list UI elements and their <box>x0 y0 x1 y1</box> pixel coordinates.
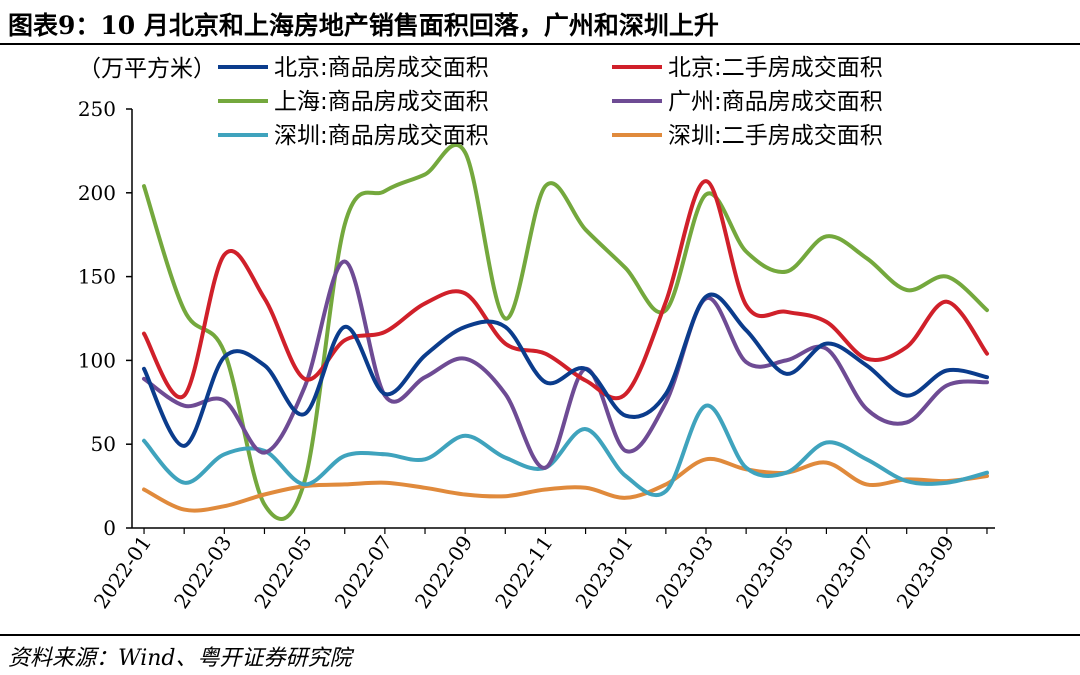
x-tick-label: 2023-03 <box>651 531 718 613</box>
x-tick-label: 2022-07 <box>330 531 397 613</box>
y-tick-label: 200 <box>78 181 116 205</box>
y-tick-label: 150 <box>78 265 116 289</box>
series-line-2 <box>142 179 989 401</box>
legend-label-3: 上海:商品房成交面积 <box>274 89 489 115</box>
legend-label-2: 北京:二手房成交面积 <box>668 55 883 81</box>
y-tick-label: 50 <box>91 432 116 456</box>
x-tick-label: 2022-01 <box>89 531 156 613</box>
x-tick-label: 2023-01 <box>570 531 637 613</box>
series-line-3 <box>142 143 989 521</box>
legend-label-5: 深圳:商品房成交面积 <box>274 123 489 149</box>
x-tick-label: 2022-03 <box>169 531 236 613</box>
y-tick-label: 100 <box>78 348 116 372</box>
figure-title: 图表9：10 月北京和上海房地产销售面积回落，广州和深圳上升 <box>8 11 719 40</box>
source-divider <box>0 634 1080 636</box>
series-line-6 <box>142 456 989 513</box>
title-divider <box>0 43 1080 45</box>
x-tick-label: 2023-05 <box>731 531 798 613</box>
x-tick-label: 2022-11 <box>490 531 557 613</box>
legend-label-4: 广州:商品房成交面积 <box>668 89 883 115</box>
series-line-4 <box>142 259 989 470</box>
source-note: 资料来源：Wind、粤开证券研究院 <box>8 646 352 671</box>
y-tick-label: 250 <box>78 97 116 121</box>
figure-title-bar: 图表9：10 月北京和上海房地产销售面积回落，广州和深圳上升 <box>0 0 1080 45</box>
x-tick-label: 2023-07 <box>811 531 878 613</box>
series-line-5 <box>142 403 989 498</box>
y-axis-label: （万平方米） <box>78 56 216 82</box>
series-line-1 <box>142 292 989 448</box>
chart-series-lines <box>142 143 989 521</box>
legend-label-6: 深圳:二手房成交面积 <box>668 123 883 149</box>
y-tick-label: 0 <box>103 516 116 540</box>
legend-label-1: 北京:商品房成交面积 <box>274 55 489 81</box>
x-tick-label: 2022-05 <box>249 531 316 613</box>
x-tick-label: 2022-09 <box>410 531 477 613</box>
x-tick-label: 2023-09 <box>892 531 959 613</box>
